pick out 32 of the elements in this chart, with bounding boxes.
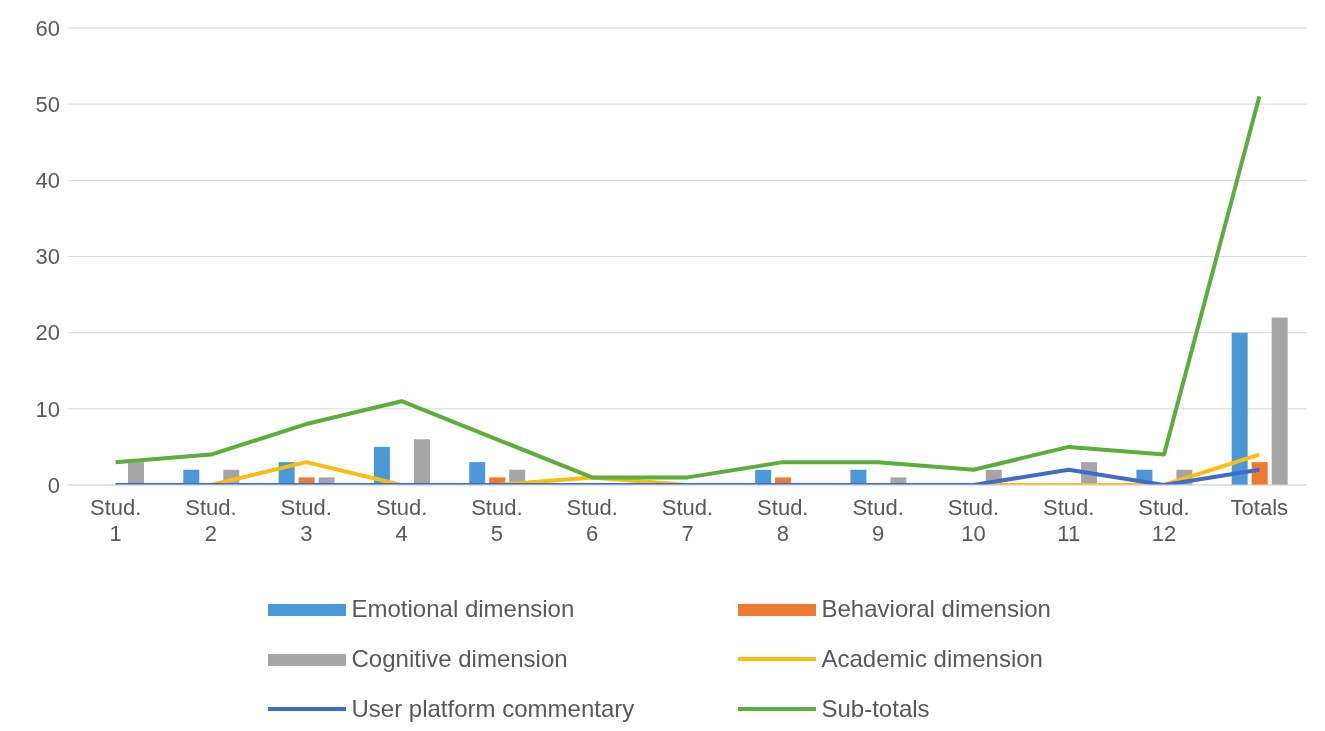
- legend-label: User platform commentary: [351, 695, 635, 723]
- bar: [413, 439, 430, 485]
- legend-label: Academic dimension: [821, 645, 1043, 673]
- x-tick-label: Stud. 9: [852, 495, 904, 546]
- y-tick-label: 20: [35, 320, 60, 346]
- x-tick-label: Stud. 11: [1043, 495, 1095, 546]
- legend-label: Sub-totals: [821, 695, 930, 723]
- bar: [1271, 317, 1288, 485]
- x-tick-label: Stud. 2: [185, 495, 237, 546]
- x-tick-label: Stud. 5: [471, 495, 523, 546]
- y-tick-label: 50: [35, 91, 60, 117]
- y-tick-label: 0: [47, 472, 60, 498]
- x-tick-label: Stud. 1: [89, 495, 142, 546]
- bar: [128, 462, 144, 485]
- legend-label: Behavioral dimension: [821, 595, 1051, 623]
- y-tick-label: 60: [35, 15, 60, 41]
- x-tick-label: Stud. 6: [566, 495, 618, 546]
- x-tick-label: Stud. 3: [280, 495, 332, 546]
- bar: [469, 462, 486, 485]
- x-tick-label: Stud. 12: [1138, 495, 1190, 546]
- x-tick-label: Stud. 10: [947, 495, 1000, 546]
- x-tick-label: Stud. 4: [375, 495, 428, 546]
- x-tick-label: Stud. 8: [757, 495, 809, 546]
- y-tick-label: 30: [35, 244, 60, 270]
- bar: [1231, 332, 1248, 485]
- legend-label: Cognitive dimension: [351, 645, 568, 673]
- y-tick-label: 10: [35, 396, 60, 422]
- line-series: [113, 94, 1262, 480]
- y-tick-label: 40: [35, 168, 60, 194]
- x-tick-label: Totals: [1230, 495, 1289, 520]
- legend-label: Emotional dimension: [351, 595, 575, 623]
- x-tick-label: Stud. 7: [661, 495, 714, 546]
